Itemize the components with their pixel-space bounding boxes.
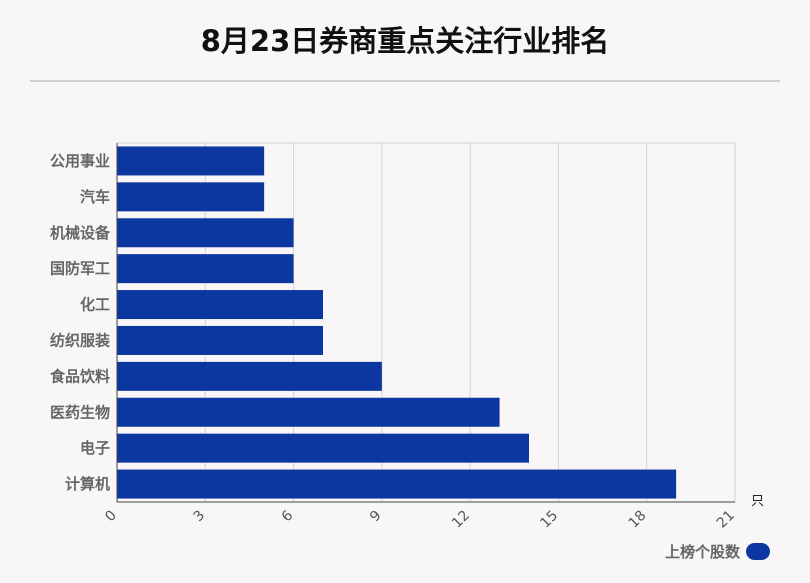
bar: [117, 325, 323, 355]
chart-title: 8月23日券商重点关注行业排名: [200, 24, 610, 58]
category-label: 计算机: [65, 475, 110, 493]
legend-swatch: [746, 543, 770, 560]
bar: [117, 469, 677, 499]
category-label: 医药生物: [50, 403, 110, 421]
x-tick-label: 18: [626, 508, 650, 532]
category-label: 机械设备: [50, 224, 111, 242]
category-label: 纺织服装: [50, 331, 111, 349]
category-label: 食品饮料: [50, 367, 110, 385]
x-axis-unit: 只: [751, 494, 764, 509]
bar: [117, 433, 529, 463]
x-tick-label: 12: [449, 508, 473, 532]
category-label: 化工: [80, 296, 110, 314]
axes: [116, 143, 735, 503]
legend[interactable]: 上榜个股数: [665, 541, 770, 562]
category-label: 汽车: [80, 188, 110, 206]
x-tick-label: 15: [537, 508, 561, 532]
title-divider: [30, 80, 780, 82]
x-tick-label: 9: [367, 508, 385, 526]
bar: [117, 254, 294, 284]
bar: [117, 290, 323, 320]
x-tick-label: 6: [279, 507, 297, 525]
x-tick-label: 0: [102, 508, 120, 526]
bar: [117, 361, 382, 391]
bar: [117, 182, 265, 212]
legend-label: 上榜个股数: [664, 543, 740, 561]
bar: [117, 218, 294, 248]
category-label: 电子: [80, 439, 110, 457]
x-tick-label: 3: [190, 508, 208, 526]
bars: [117, 146, 677, 499]
category-label: 公用事业: [50, 152, 110, 170]
bar: [117, 146, 265, 176]
x-tick-label: 21: [714, 508, 738, 532]
category-label: 国防军工: [50, 260, 110, 278]
bar: [117, 397, 500, 427]
